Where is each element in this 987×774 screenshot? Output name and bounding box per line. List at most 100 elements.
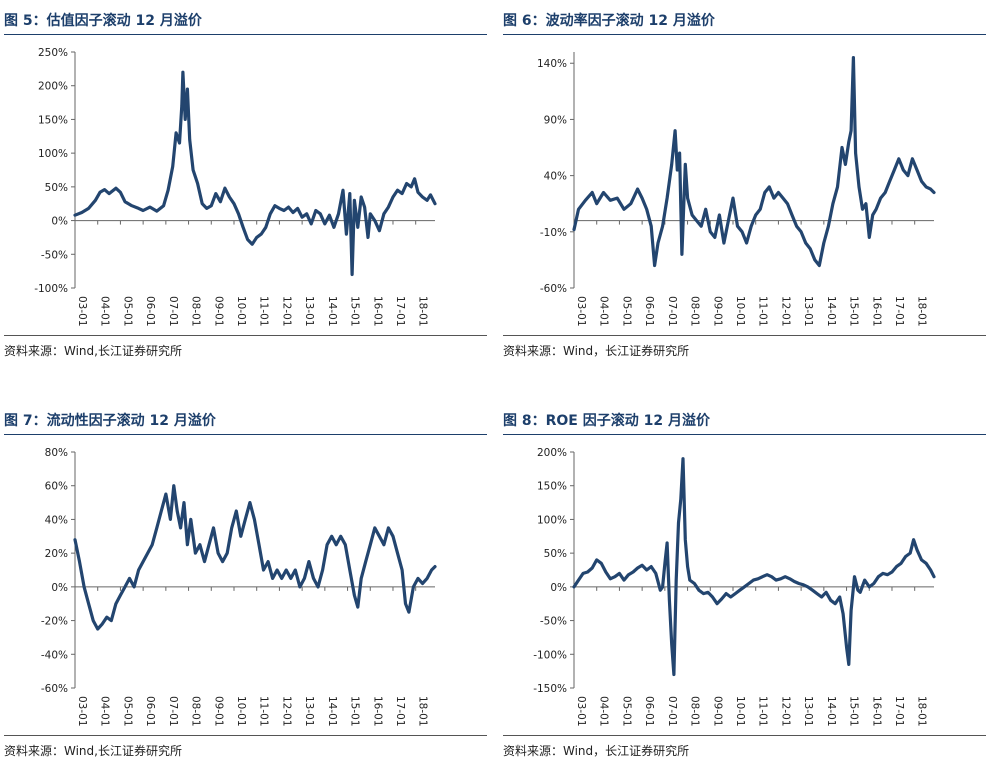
valuation-chart: 250% 200% 150% 100% 50% 0% -50% -100% 03-01 04-01… xyxy=(34,47,437,327)
x-tick-label: 07-01 xyxy=(666,696,678,727)
bottom-rule xyxy=(4,335,487,336)
x-tick-label: 14-01 xyxy=(825,696,837,727)
bottom-rule xyxy=(503,735,986,736)
x-tick-label: 14-01 xyxy=(326,696,338,727)
x-tick-label: 13-01 xyxy=(802,696,814,727)
x-tick-label: 09-01 xyxy=(212,696,224,727)
x-tick-label: 15-01 xyxy=(848,296,860,327)
source-note: 资料来源：Wind，长江证券研究所 xyxy=(503,344,690,358)
bottom-rule xyxy=(503,335,986,336)
x-tick-label: 10-01 xyxy=(235,696,247,727)
y-tick-label: 40% xyxy=(544,171,567,183)
x-tick-label: 12-01 xyxy=(280,296,292,327)
y-tick-label: 80% xyxy=(45,447,68,459)
x-tick-label: 03-01 xyxy=(76,696,88,727)
x-tick-label: 06-01 xyxy=(144,296,156,327)
x-tick-label: 04-01 xyxy=(598,296,610,327)
x-tick-label: 09-01 xyxy=(711,696,723,727)
liquidity-chart: 80% 60% 40% 20% 0% -20% -40% -60% 03-01 04-01 05-0… xyxy=(41,447,437,727)
y-tick-label: 100% xyxy=(537,514,567,526)
chart-panel-valuation: 图 5：估值因子滚动 12 月溢价 250% 200% 150% 100% 50% 0% -… xyxy=(4,4,487,374)
y-tick-label: 200% xyxy=(38,81,68,93)
x-tick-label: 05-01 xyxy=(121,296,133,327)
title-rule xyxy=(503,434,986,435)
chart-title: 图 5：估值因子滚动 12 月溢价 xyxy=(4,13,202,29)
x-tick-label: 12-01 xyxy=(280,696,292,727)
x-tick-label: 18-01 xyxy=(916,296,928,327)
y-tick-label: 50% xyxy=(45,182,68,194)
x-tick-label: 04-01 xyxy=(99,296,111,327)
y-tick-label: 150% xyxy=(38,114,68,126)
x-tick-label: 07-01 xyxy=(167,696,179,727)
x-tick-label: 06-01 xyxy=(643,296,655,327)
x-tick-label: 12-01 xyxy=(779,696,791,727)
source-note: 资料来源：Wind，长江证券研究所 xyxy=(503,744,690,758)
y-tick-label: -60% xyxy=(540,283,567,295)
title-rule xyxy=(4,34,487,35)
y-tick-label: -100% xyxy=(533,649,567,661)
x-tick-label: 10-01 xyxy=(235,296,247,327)
x-tick-label: 17-01 xyxy=(394,696,406,727)
y-tick-label: -10% xyxy=(540,227,567,239)
x-tick-label: 11-01 xyxy=(757,696,769,727)
x-tick-label: 18-01 xyxy=(916,696,928,727)
y-tick-label: -50% xyxy=(41,249,68,261)
y-tick-label: -150% xyxy=(533,683,567,695)
y-tick-label: 100% xyxy=(38,148,68,160)
chart-title: 图 7：流动性因子滚动 12 月溢价 xyxy=(4,413,216,429)
x-tick-label: 03-01 xyxy=(575,696,587,727)
chart-panel-roe: 图 8：ROE 因子滚动 12 月溢价 200% 150% 100% 50% 0% -50… xyxy=(503,404,986,774)
chart-title: 图 6：波动率因子滚动 12 月溢价 xyxy=(503,13,715,29)
x-tick-label: 17-01 xyxy=(893,696,905,727)
y-tick-label: 150% xyxy=(537,481,567,493)
y-tick-label: -60% xyxy=(41,683,68,695)
title-rule xyxy=(4,434,487,435)
x-tick-label: 05-01 xyxy=(620,696,632,727)
x-tick-label: 10-01 xyxy=(734,296,746,327)
x-tick-label: 07-01 xyxy=(666,296,678,327)
y-tick-label: 50% xyxy=(544,548,567,560)
x-tick-label: 13-01 xyxy=(802,296,814,327)
y-tick-label: 60% xyxy=(45,481,68,493)
x-tick-label: 17-01 xyxy=(394,296,406,327)
x-tick-label: 15-01 xyxy=(349,696,361,727)
source-note: 资料来源：Wind,长江证券研究所 xyxy=(4,344,182,358)
x-tick-label: 04-01 xyxy=(99,696,111,727)
x-tick-label: 13-01 xyxy=(303,296,315,327)
x-tick-label: 14-01 xyxy=(326,296,338,327)
x-tick-label: 18-01 xyxy=(417,296,429,327)
y-tick-label: 250% xyxy=(38,47,68,59)
x-tick-label: 04-01 xyxy=(598,696,610,727)
y-tick-label: -20% xyxy=(41,616,68,628)
x-tick-label: 14-01 xyxy=(825,296,837,327)
bottom-rule xyxy=(4,735,487,736)
x-tick-label: 07-01 xyxy=(167,296,179,327)
series-line xyxy=(73,70,437,277)
chart-panel-liquidity: 图 7：流动性因子滚动 12 月溢价 80% 60% 40% 20% 0% -20% -40… xyxy=(4,404,487,774)
x-tick-label: 08-01 xyxy=(190,296,202,327)
y-tick-label: 200% xyxy=(537,447,567,459)
y-tick-label: -100% xyxy=(34,283,68,295)
chart-panel-volatility: 图 6：波动率因子滚动 12 月溢价 140% 90% 40% -10% -60% 03-… xyxy=(503,4,986,374)
x-tick-label: 12-01 xyxy=(779,296,791,327)
x-tick-label: 15-01 xyxy=(349,296,361,327)
y-tick-label: 0% xyxy=(51,582,68,594)
x-tick-label: 16-01 xyxy=(371,296,383,327)
x-tick-label: 08-01 xyxy=(190,696,202,727)
x-tick-label: 16-01 xyxy=(870,296,882,327)
x-tick-label: 06-01 xyxy=(144,696,156,727)
roe-chart: 200% 150% 100% 50% 0% -50% -100% -150% 03-01 04-0… xyxy=(533,447,936,727)
y-tick-label: -50% xyxy=(540,616,567,628)
series-line xyxy=(73,484,437,631)
x-tick-label: 11-01 xyxy=(258,296,270,327)
source-note: 资料来源：Wind,长江证券研究所 xyxy=(4,744,182,758)
y-tick-label: 0% xyxy=(550,582,567,594)
y-tick-label: 90% xyxy=(544,114,567,126)
x-tick-label: 03-01 xyxy=(575,296,587,327)
y-tick-label: 40% xyxy=(45,514,68,526)
series-line xyxy=(572,457,936,677)
y-tick-label: 140% xyxy=(537,58,567,70)
x-tick-label: 05-01 xyxy=(121,696,133,727)
title-rule xyxy=(503,34,986,35)
x-tick-label: 11-01 xyxy=(258,696,270,727)
